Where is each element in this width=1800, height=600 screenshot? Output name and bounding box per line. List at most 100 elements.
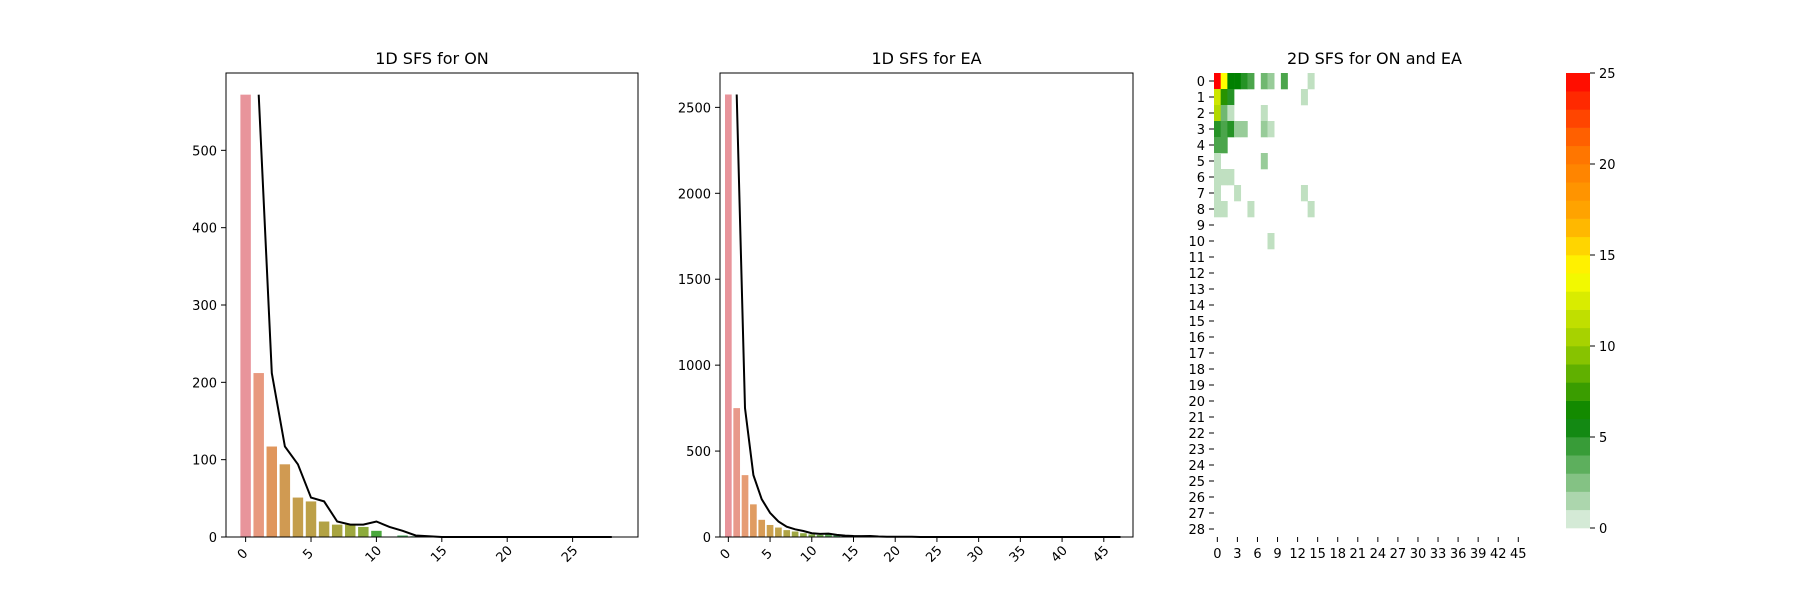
heatmap-cell: [1227, 89, 1235, 106]
heatmap-cell: [1227, 105, 1235, 122]
heatmap-cell: [1267, 121, 1275, 138]
y-tick-label: 24: [1188, 459, 1205, 474]
colorbar-segment: [1566, 127, 1590, 147]
bar: [741, 475, 749, 537]
heatmap-cell: [1220, 169, 1228, 186]
bar: [825, 534, 832, 537]
plot-frame: [719, 72, 1134, 538]
heatmap-cell: [1234, 73, 1242, 90]
bar: [253, 373, 264, 537]
y-tick-label: 1000: [678, 359, 711, 374]
x-tick-label: 6: [1253, 547, 1261, 562]
y-tick-label: 19: [1188, 379, 1205, 394]
colorbar-tick-label: 20: [1599, 158, 1616, 173]
bar: [397, 535, 408, 537]
heatmap-cell: [1227, 121, 1235, 138]
heatmap-cell: [1267, 233, 1275, 250]
y-tick-label: 16: [1188, 331, 1205, 346]
heatmap-cell: [1307, 73, 1315, 90]
y-tick-label: 12: [1188, 267, 1205, 282]
heatmap-cell: [1240, 73, 1248, 90]
heatmap-cell: [1260, 73, 1268, 90]
bar: [783, 530, 791, 537]
x-tick-label: 35: [1007, 543, 1029, 565]
colorbar-segment: [1566, 291, 1590, 310]
y-tick-label: 2500: [678, 101, 711, 116]
x-tick-label: 15: [428, 543, 450, 565]
x-tick-label: 10: [363, 543, 385, 565]
y-tick-label: 23: [1188, 443, 1205, 458]
bar: [833, 535, 841, 537]
x-tick-label: 3: [1233, 547, 1241, 562]
x-tick-label: 25: [559, 543, 581, 565]
x-tick-label: 21: [1350, 547, 1367, 562]
x-tick-label: 40: [1048, 543, 1070, 565]
x-tick-label: 20: [882, 543, 904, 565]
heatmap-cell: [1214, 169, 1221, 186]
colorbar-segment: [1566, 509, 1590, 529]
y-tick-label: 25: [1188, 475, 1205, 490]
bar: [775, 527, 782, 537]
bar: [800, 533, 807, 537]
y-tick-label: 300: [192, 299, 217, 314]
x-tick-label: 30: [965, 543, 987, 565]
bar: [808, 534, 816, 537]
chart-ea-sfs: 1D SFS for EA 0 500 1000 1500 2000 2500 0 5 10 15 2…: [678, 49, 1134, 566]
x-tick-label: 12: [1289, 547, 1306, 562]
y-tick-label: 28: [1188, 523, 1205, 538]
y-tick-label: 100: [192, 454, 217, 469]
heatmap-cell: [1214, 153, 1221, 170]
heatmap-cell: [1220, 201, 1228, 218]
chart-on-sfs: 1D SFS for ON 0 100 200 300 400 500 0 5 10 15 20 25: [192, 49, 639, 566]
bar: [292, 497, 304, 537]
colorbar-segment: [1566, 418, 1590, 438]
heatmap-cell: [1214, 121, 1221, 138]
x-tick-label: 15: [840, 543, 862, 565]
heatmap-cell: [1234, 121, 1242, 138]
heatmap-cell: [1214, 137, 1221, 154]
colorbar-segment: [1566, 200, 1590, 219]
y-tick-label: 17: [1188, 347, 1205, 362]
bar: [371, 530, 382, 537]
heatmap-cell: [1220, 137, 1228, 154]
heatmap-cell: [1220, 105, 1228, 122]
y-tick-label: 2000: [678, 187, 711, 202]
y-tick-label: 1: [1197, 91, 1205, 106]
colorbar-segment: [1566, 91, 1590, 110]
colorbar-segment: [1566, 236, 1590, 256]
heatmap-cell: [1300, 89, 1308, 106]
y-tick-label: 20: [1188, 395, 1205, 410]
x-tick-label: 30: [1410, 547, 1427, 562]
y-tick-label: 18: [1188, 363, 1205, 378]
colorbar-segment: [1566, 109, 1590, 128]
bar: [331, 524, 343, 537]
colorbar-tick-label: 10: [1599, 340, 1616, 355]
heatmap-cell: [1267, 73, 1275, 90]
y-tick-label: 0: [1197, 75, 1205, 90]
y-tick-label: 14: [1188, 299, 1205, 314]
bar: [791, 531, 799, 537]
x-tick-label: 20: [494, 543, 516, 565]
x-tick-label: 39: [1470, 547, 1487, 562]
y-tick-label: 400: [192, 222, 217, 237]
x-tick-label: 0: [1213, 547, 1221, 562]
bar: [240, 94, 251, 538]
heatmap-cell: [1220, 73, 1228, 90]
bar: [766, 524, 774, 537]
chart-title: 2D SFS for ON and EA: [1287, 49, 1462, 68]
heatmap-cell: [1247, 201, 1255, 218]
x-tick-label: 42: [1490, 547, 1507, 562]
bar: [816, 534, 824, 537]
colorbar-segment: [1566, 400, 1590, 420]
bar: [345, 524, 356, 537]
bar: [758, 519, 766, 537]
heatmap-cell: [1260, 121, 1268, 138]
x-tick-label: 5: [300, 546, 316, 562]
heatmap-cell: [1214, 185, 1221, 202]
bar: [750, 504, 757, 537]
heatmap-cell: [1240, 121, 1248, 138]
chart-title: 1D SFS for ON: [375, 49, 489, 68]
heatmap-cell: [1220, 89, 1228, 106]
heatmap-cell: [1300, 185, 1308, 202]
model-line: [257, 94, 612, 538]
